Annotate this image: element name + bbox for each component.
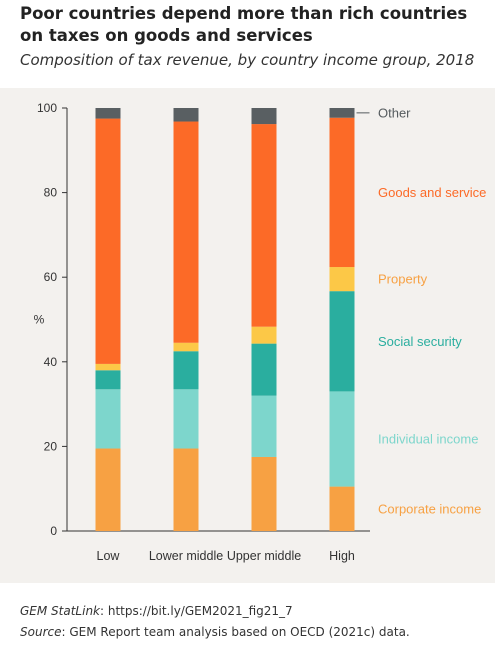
- bar-segment-upper-middle-corporate-income: [251, 456, 277, 531]
- chart-area: 0 20 40 60 80 100% Low Lower middle Upper middle…: [0, 88, 495, 583]
- bar-segment-lower-middle-property: [173, 342, 199, 352]
- statlink-url[interactable]: : https://bit.ly/GEM2021_fig21_7: [100, 604, 293, 618]
- bar-segment-high-social-security: [329, 291, 355, 392]
- statlink-note: GEM StatLink: https://bit.ly/GEM2021_fig…: [20, 604, 293, 618]
- y-tick-label: 40: [44, 355, 58, 369]
- bar-segment-low-goods-and-service: [95, 118, 121, 364]
- bar-segment-upper-middle-goods-and-service: [251, 124, 277, 327]
- bar-segment-low-social-security: [95, 370, 121, 390]
- stacked-bar-chart: 0 20 40 60 80 100% Low Lower middle Upper middle…: [34, 101, 487, 563]
- bar-segment-lower-middle-other: [173, 108, 199, 122]
- bar-segment-high-individual-income: [329, 391, 355, 487]
- bar-segment-upper-middle-social-security: [251, 343, 277, 396]
- bar-segment-low-individual-income: [95, 389, 121, 449]
- bar-segment-upper-middle-property: [251, 326, 277, 344]
- bar-segment-lower-middle-corporate-income: [173, 448, 199, 531]
- legend-label-individual-income: Individual income: [378, 431, 478, 446]
- bar-segment-lower-middle-individual-income: [173, 389, 199, 449]
- bar-segment-upper-middle-other: [251, 108, 277, 125]
- y-axis-label: %: [34, 313, 45, 327]
- legend-label-goods-and-service: Goods and service: [378, 185, 486, 200]
- legend-label-social-security: Social security: [378, 334, 462, 349]
- statlink-label: GEM StatLink: [20, 604, 101, 618]
- source-text: : GEM Report team analysis based on OECD…: [61, 625, 410, 639]
- bar-segment-upper-middle-individual-income: [251, 395, 277, 457]
- x-tick-label: Lower middle: [149, 549, 223, 563]
- bar-segment-high-corporate-income: [329, 486, 355, 531]
- x-tick-label: Low: [97, 549, 121, 563]
- legend-label-other: Other: [378, 105, 411, 120]
- y-tick-label: 0: [50, 524, 57, 538]
- bar-segment-low-property: [95, 363, 121, 371]
- bar-segment-high-other: [329, 108, 355, 118]
- bar-segment-high-property: [329, 267, 355, 292]
- bar-segment-low-other: [95, 108, 121, 119]
- y-tick-label: 20: [44, 439, 58, 453]
- x-tick-label: Upper middle: [227, 549, 301, 563]
- legend-label-corporate-income: Corporate income: [378, 501, 481, 516]
- y-tick-label: 80: [44, 186, 58, 200]
- bar-segment-low-corporate-income: [95, 448, 121, 531]
- legend-label-property: Property: [378, 272, 428, 287]
- bar-segment-high-goods-and-service: [329, 117, 355, 268]
- source-label: Source: [20, 625, 62, 639]
- chart-title: Poor countries depend more than rich cou…: [20, 4, 468, 45]
- y-tick-label: 100: [37, 101, 57, 115]
- bar-segment-lower-middle-goods-and-service: [173, 121, 199, 343]
- y-tick-label: 60: [44, 270, 58, 284]
- x-tick-label: High: [329, 549, 355, 563]
- chart-subtitle: Composition of tax revenue, by country i…: [20, 51, 475, 69]
- source-note: Source: GEM Report team analysis based o…: [20, 625, 410, 639]
- bar-segment-lower-middle-social-security: [173, 351, 199, 390]
